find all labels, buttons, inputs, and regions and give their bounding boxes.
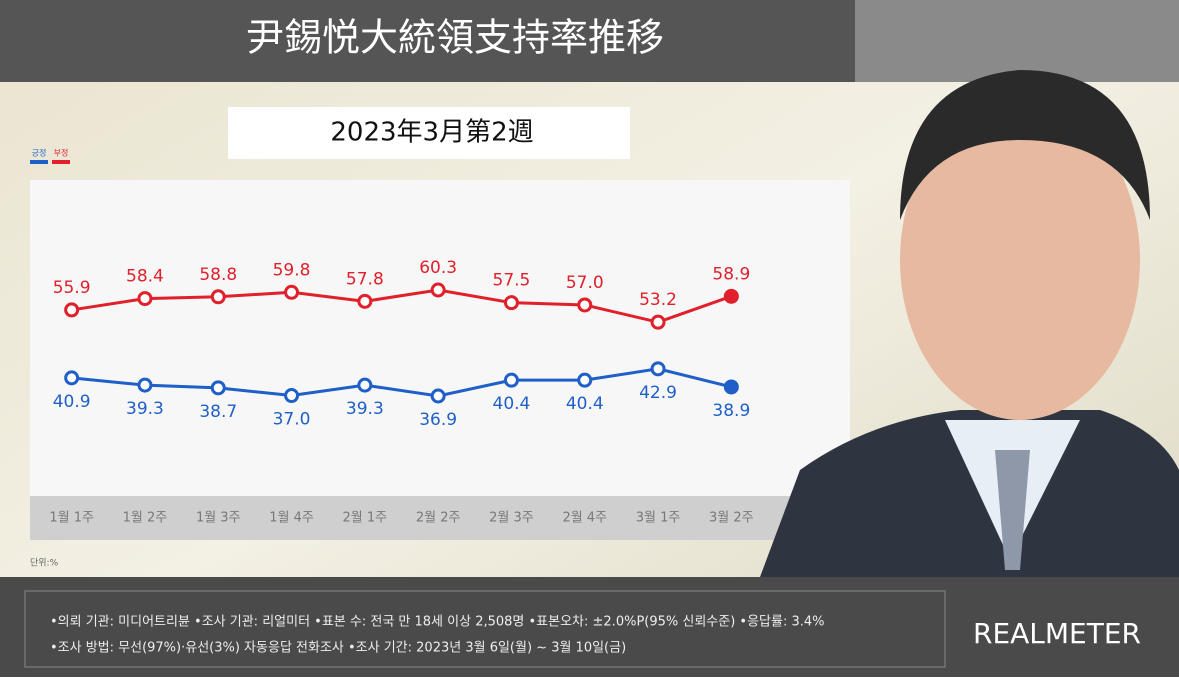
photo [760,70,1179,577]
x-tick-label: 2월 2주 [416,511,461,526]
data-point [137,291,153,307]
data-point [210,289,226,305]
x-axis-strip [30,496,850,540]
series-line [71,367,732,398]
data-point [357,377,373,393]
data-point [723,288,739,304]
x-tick-label: 1월 3주 [196,511,241,526]
footer-line: •조사 방법: 무선(97%)·유선(3%) 자동응답 전화조사 •조사 기간:… [50,641,626,656]
data-label: 55.9 [53,278,91,298]
data-label: 53.2 [639,290,677,310]
x-tick-label: 3월 2주 [709,511,754,526]
data-point [137,377,153,393]
data-label: 38.7 [199,402,237,422]
data-label: 40.9 [53,392,91,412]
data-point [650,314,666,330]
data-point [284,284,300,300]
legend-label: 부정 [54,148,69,158]
plot-panel [30,180,850,496]
legend-swatch [52,160,70,164]
legend-swatch [30,160,48,164]
x-tick-label: 1월 1주 [49,511,94,526]
legend-label: 긍정 [32,148,47,158]
data-point [210,380,226,396]
x-tick-label: 1월 2주 [123,511,168,526]
footer-line: •의뢰 기관: 미디어트리뷴 •조사 기관: 리얼미터 •표본 수: 전국 만 … [50,615,825,630]
data-point [577,297,593,313]
footer-band [0,577,1179,677]
footer-box [24,590,946,668]
data-label: 60.3 [419,258,457,278]
data-point [577,372,593,388]
data-point [64,370,80,386]
title-banner [0,0,855,82]
data-label: 57.5 [493,271,531,291]
data-point [503,372,519,388]
data-point [503,295,519,311]
data-label: 42.9 [639,383,677,403]
x-tick-label: 2월 4주 [562,511,607,526]
data-point [64,302,80,318]
data-point [650,361,666,377]
data-label: 37.0 [273,410,311,430]
data-label: 40.4 [493,394,531,414]
data-point [430,282,446,298]
data-point [284,388,300,404]
title: 尹錫悦大統領支持率推移 [246,16,664,60]
data-label: 40.4 [566,394,604,414]
x-tick-label: 2월 3주 [489,511,534,526]
data-label: 58.4 [126,267,164,287]
data-point [357,293,373,309]
logo: REALMETER [973,617,1141,650]
subtitle-box [228,107,630,159]
unit-label: 단위:% [30,558,59,569]
x-tick-label: 3월 1주 [636,511,681,526]
data-label: 58.8 [199,265,237,285]
data-label: 38.9 [712,401,750,421]
data-label: 57.0 [566,273,604,293]
data-label: 57.8 [346,269,384,289]
banner-right [855,0,1179,82]
data-label: 59.8 [273,260,311,280]
data-label: 36.9 [419,410,457,430]
data-label: 39.3 [346,399,384,419]
x-tick-label: 2월 1주 [343,511,388,526]
data-label: 39.3 [126,399,164,419]
data-label: 58.9 [712,264,750,284]
series-line [71,288,732,324]
x-tick-label: 1월 4주 [269,511,314,526]
data-point [723,379,739,395]
data-point [430,388,446,404]
subtitle: 2023年3月第2週 [330,118,533,148]
